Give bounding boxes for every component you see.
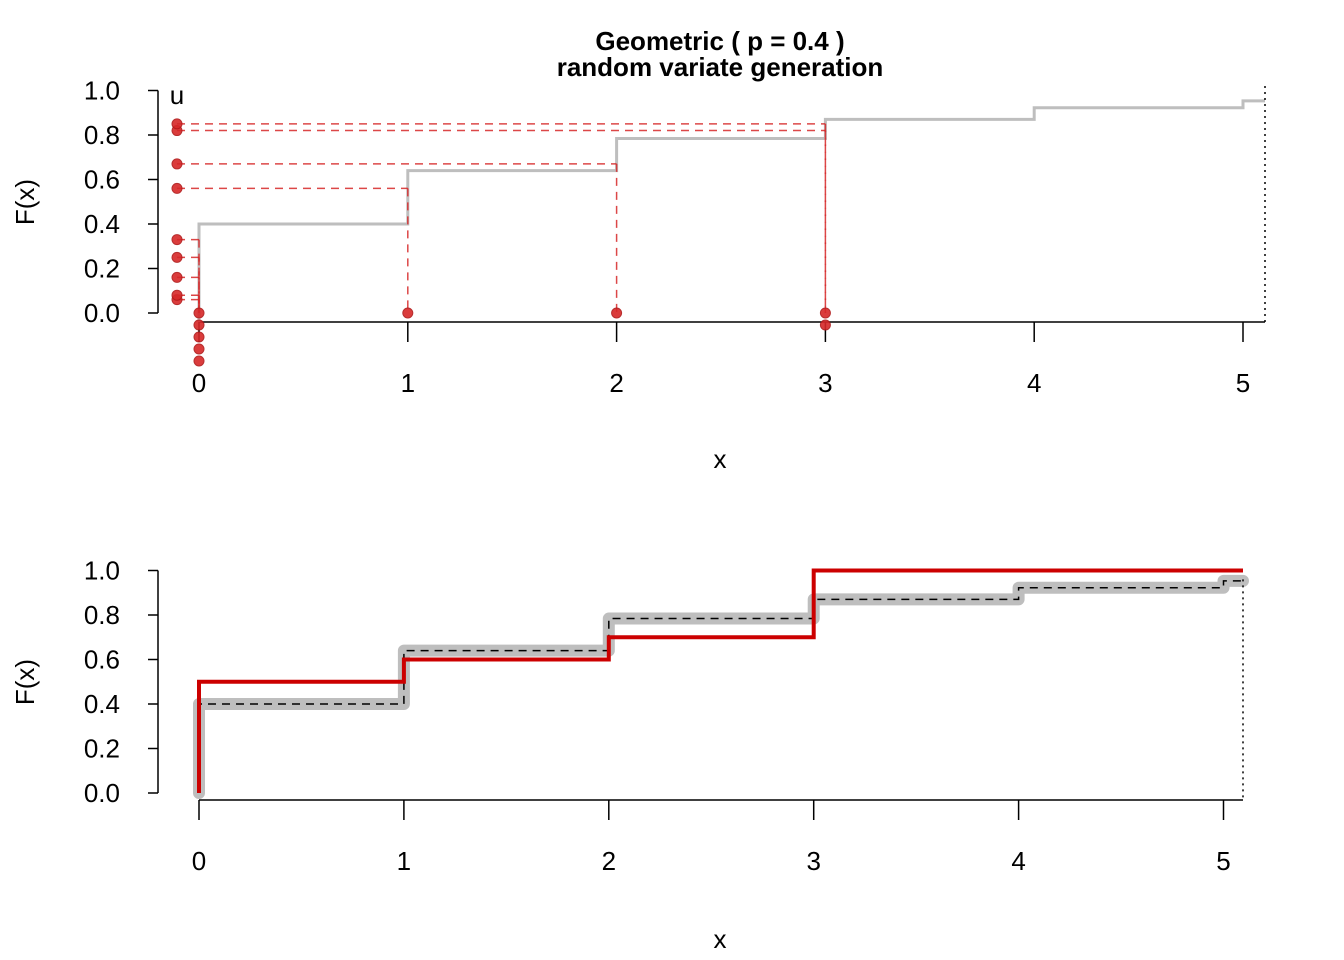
top-x-tick-label: 1 [401, 368, 415, 398]
theoretical-cdf-thick-line [193, 574, 1249, 799]
top-x-axis-label: x [714, 444, 727, 474]
bottom-x-axis-label: x [714, 924, 727, 954]
top-x-tick-label: 5 [1236, 368, 1250, 398]
x-sample-point [819, 319, 831, 331]
empirical-cdf-line [197, 568, 1243, 793]
bottom-y-tick-label: 0.2 [84, 734, 120, 764]
u-sample-point [171, 182, 183, 194]
top-y-tick-label: 1.0 [84, 76, 120, 106]
chart-subtitle: random variate generation [557, 52, 884, 82]
x-sample-point [193, 319, 205, 331]
bottom-y-axis-label: F(x) [10, 659, 40, 705]
bottom-y-tick-label: 1.0 [84, 556, 120, 586]
bottom-x-tick-label: 4 [1011, 846, 1025, 876]
top-x-tick-label: 3 [818, 368, 832, 398]
bottom-x-tick-label: 5 [1216, 846, 1230, 876]
u-annotation: u [170, 80, 184, 110]
top-y-tick-label: 0.2 [84, 254, 120, 284]
bottom-y-tick-label: 0.0 [84, 778, 120, 808]
chart-title: Geometric ( p = 0.4 ) [595, 26, 844, 56]
x-sample-point [819, 307, 831, 319]
top-x-tick-label: 4 [1027, 368, 1041, 398]
top-y-tick-label: 0.8 [84, 120, 120, 150]
top-y-tick-label: 0.0 [84, 298, 120, 328]
cdf-step-line [197, 99, 1265, 322]
bottom-y-tick-label: 0.4 [84, 689, 120, 719]
u-sample-point [171, 118, 183, 130]
bottom-y-tick-label: 0.8 [84, 600, 120, 630]
u-sample-point [171, 251, 183, 263]
top-y-axis-label: F(x) [10, 179, 40, 225]
u-sample-point [171, 271, 183, 283]
top-x-tick-label: 0 [192, 368, 206, 398]
bottom-x-tick-label: 1 [397, 846, 411, 876]
x-sample-point [402, 307, 414, 319]
bottom-x-tick-label: 3 [806, 846, 820, 876]
top-y-tick-label: 0.6 [84, 165, 120, 195]
bottom-x-tick-label: 2 [602, 846, 616, 876]
top-panel: Geometric ( p = 0.4 ) random variate gen… [10, 26, 1266, 474]
x-sample-point [193, 331, 205, 343]
bottom-panel: F(x) x 0.0 0.2 0.4 0.6 0.8 1.0 0 1 2 3 4 5 [10, 556, 1249, 954]
top-x-tick-label: 2 [609, 368, 623, 398]
u-sample-point [171, 158, 183, 170]
u-sample-point [171, 289, 183, 301]
x-sample-point [611, 307, 623, 319]
bottom-y-tick-label: 0.6 [84, 645, 120, 675]
x-sample-point [193, 355, 205, 367]
top-y-tick-label: 0.4 [84, 209, 120, 239]
x-sample-point [193, 343, 205, 355]
x-sample-point [193, 307, 205, 319]
u-sample-point [171, 234, 183, 246]
bottom-x-tick-label: 0 [192, 846, 206, 876]
